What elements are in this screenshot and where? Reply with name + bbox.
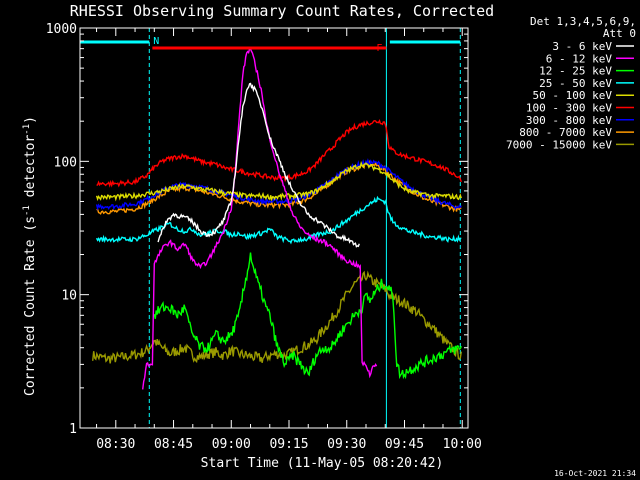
legend-label: 800 - 7000 keV	[519, 126, 612, 139]
x-tick-label: 09:30	[327, 437, 366, 452]
legend-label: 12 - 25 keV	[539, 65, 612, 78]
series-line	[96, 119, 462, 188]
plot-area: NF	[79, 28, 462, 428]
legend-label: 6 - 12 keV	[546, 52, 613, 65]
flag-label: F	[376, 43, 382, 54]
series-line	[95, 158, 462, 212]
series-line	[157, 82, 360, 248]
x-tick-label: 09:45	[385, 437, 424, 452]
series-line	[95, 160, 462, 202]
x-axis-label: Start Time (11-May-05 08:20:42)	[201, 456, 444, 471]
x-tick-label: 08:30	[96, 437, 135, 452]
legend-label: 3 - 6 keV	[552, 40, 612, 53]
y-tick-label: 100	[54, 155, 77, 170]
timestamp: 16-Oct-2021 21:34	[554, 469, 636, 478]
x-tick-label: 08:45	[154, 437, 193, 452]
flag-label: N	[153, 36, 159, 47]
x-tick-label: 10:00	[443, 437, 482, 452]
legend-header-line-1: Det 1,3,4,5,6,9,	[530, 15, 636, 28]
x-tick-label: 09:15	[269, 437, 308, 452]
legend-label: 300 - 800 keV	[526, 114, 612, 127]
legend-header-line-2: Att 0	[603, 27, 636, 40]
series-line	[153, 252, 462, 380]
series-line	[95, 195, 462, 245]
x-tick-label: 09:00	[212, 437, 251, 452]
series-line	[142, 47, 378, 390]
legend-label: 50 - 100 keV	[533, 89, 613, 102]
axes: 08:30 08:45 09:00 09:15 09:30 09:45 10:00 1 10 10…	[46, 22, 482, 452]
series-line	[96, 159, 462, 215]
y-axis-label: Corrected Count Rate (s-1 detector-1)	[22, 116, 38, 396]
plot-frame	[79, 27, 469, 429]
chart-title: RHESSI Observing Summary Count Rates, Co…	[70, 2, 494, 20]
y-tick-label: 1000	[46, 22, 77, 37]
legend-label: 25 - 50 keV	[539, 77, 612, 90]
legend-label: 7000 - 15000 keV	[506, 138, 612, 151]
series-line	[92, 270, 462, 364]
legend-label: 100 - 300 keV	[526, 102, 612, 115]
y-tick-label: 1	[69, 422, 77, 437]
y-tick-label: 10	[61, 289, 77, 304]
